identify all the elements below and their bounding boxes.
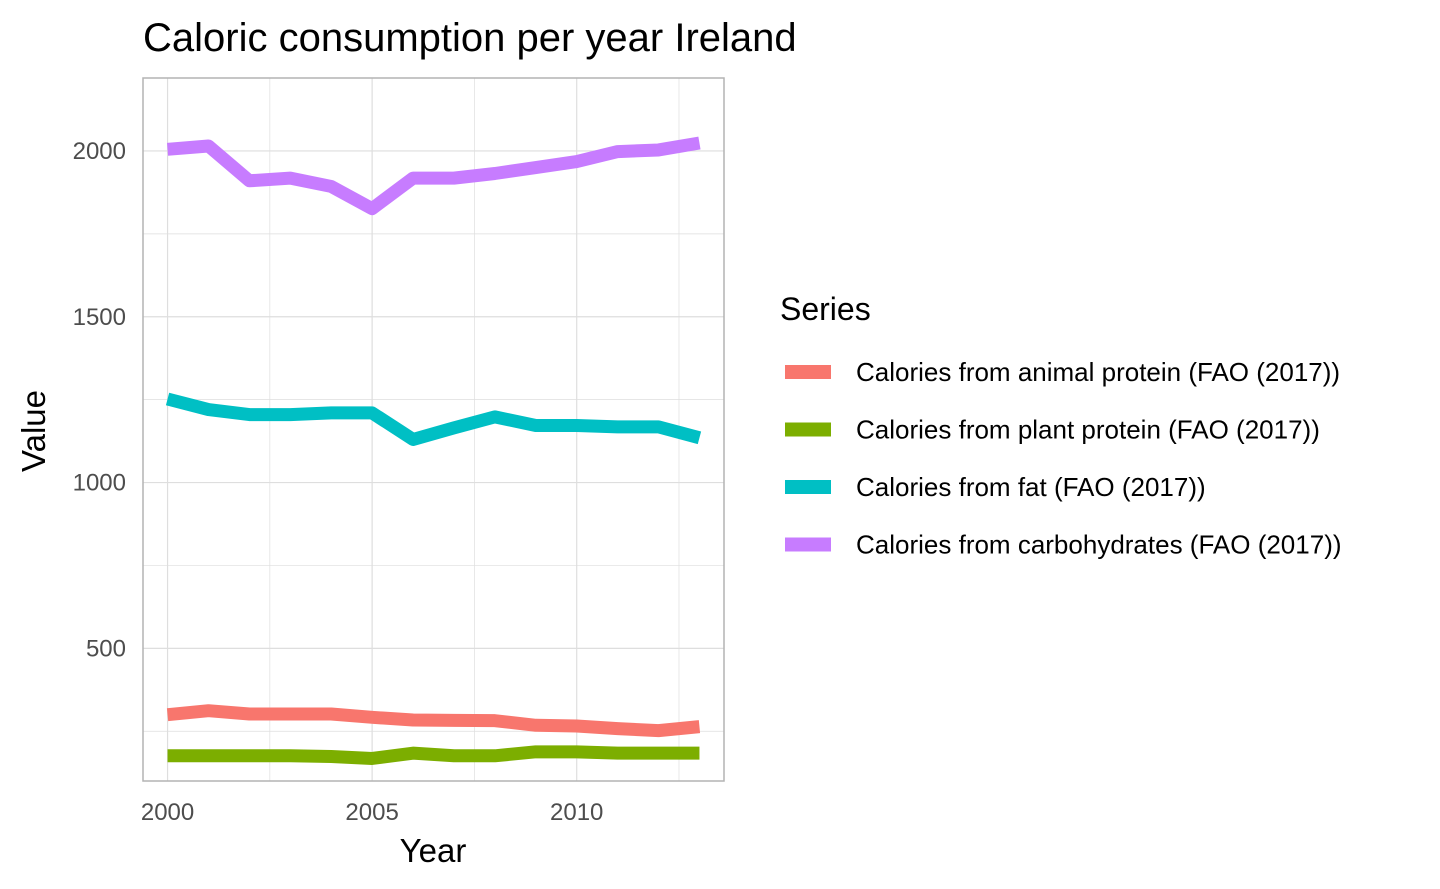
series-line — [167, 745, 700, 765]
y-axis-title: Value — [15, 390, 52, 472]
series-line — [167, 136, 701, 216]
chart-title: Caloric consumption per year Ireland — [143, 16, 797, 60]
legend-title: Series — [780, 291, 871, 327]
series-line — [166, 704, 701, 738]
series-line — [165, 392, 702, 446]
x-tick-label: 2005 — [345, 799, 398, 826]
series-lines — [165, 136, 702, 765]
x-axis-ticks: 2000 2005 2010 — [141, 799, 604, 826]
y-tick-label: 500 — [86, 635, 126, 662]
y-tick-label: 2000 — [73, 138, 126, 165]
x-tick-label: 2000 — [141, 799, 194, 826]
legend-key — [785, 365, 831, 379]
legend-label: Calories from animal protein (FAO (2017)… — [856, 357, 1340, 387]
legend: Series Calories from animal protein (FAO… — [780, 291, 1342, 560]
legend-key — [785, 537, 831, 552]
y-tick-label: 1000 — [73, 470, 126, 497]
y-tick-label: 1500 — [73, 304, 126, 331]
y-axis-ticks: 500 1000 1500 2000 — [73, 138, 126, 662]
legend-label: Calories from carbohydrates (FAO (2017)) — [856, 530, 1342, 560]
legend-items: Calories from animal protein (FAO (2017)… — [785, 357, 1342, 560]
legend-label: Calories from fat (FAO (2017)) — [856, 472, 1206, 502]
legend-key — [785, 422, 831, 437]
plot-panel-border — [142, 77, 725, 782]
legend-label: Calories from plant protein (FAO (2017)) — [856, 415, 1320, 445]
x-tick-label: 2010 — [550, 799, 603, 826]
x-axis-title: Year — [400, 832, 467, 869]
legend-key — [785, 480, 831, 494]
